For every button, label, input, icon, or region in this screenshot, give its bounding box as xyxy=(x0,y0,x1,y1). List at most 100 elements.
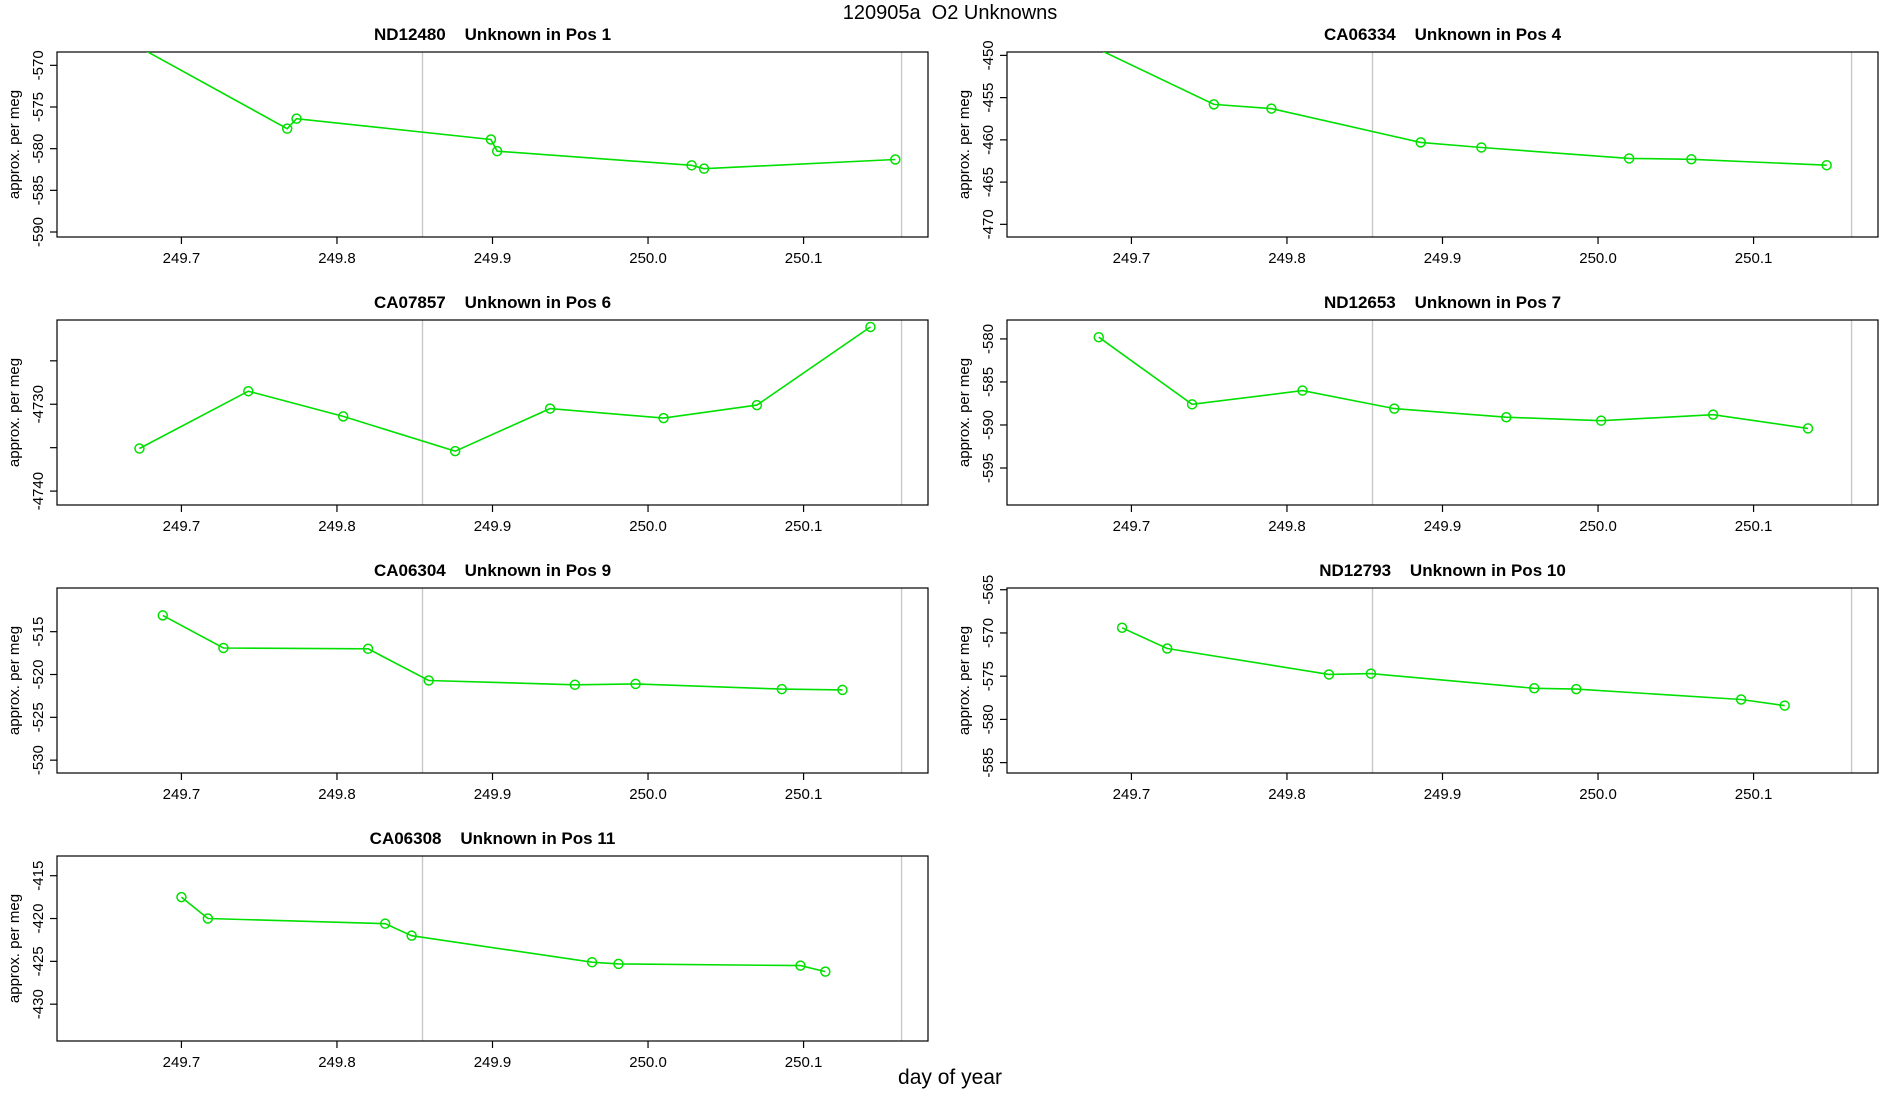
chart-title: CA06334 Unknown in Pos 4 xyxy=(1324,25,1562,44)
data-point xyxy=(698,163,710,174)
y-axis-label: approx. per meg xyxy=(956,626,973,735)
data-line xyxy=(162,614,843,691)
x-tick-label: 249.8 xyxy=(1268,518,1306,535)
chart-title: ND12793 Unknown in Pos 10 xyxy=(1319,561,1566,580)
data-point xyxy=(1686,154,1697,165)
y-tick-label: -460 xyxy=(980,125,997,155)
data-point xyxy=(1476,142,1487,153)
data-point xyxy=(1186,399,1198,410)
y-tick-label: -570 xyxy=(980,618,997,648)
data-point xyxy=(795,960,806,971)
data-point xyxy=(544,403,556,414)
x-tick-label: 249.8 xyxy=(318,250,356,267)
data-line xyxy=(1102,52,1827,166)
data-line xyxy=(1098,336,1809,430)
data-point xyxy=(1415,137,1426,148)
x-tick-label: 250.0 xyxy=(1579,786,1617,803)
y-tick-label: -530 xyxy=(30,745,47,775)
y-axis-label: approx. per meg xyxy=(6,358,23,467)
data-point xyxy=(1365,668,1377,679)
data-point xyxy=(115,32,124,41)
x-tick-label: 250.1 xyxy=(1735,786,1773,803)
data-line xyxy=(139,326,871,453)
y-tick-label: -520 xyxy=(30,659,47,689)
data-point xyxy=(243,385,254,397)
y-tick-label: -465 xyxy=(980,167,997,197)
x-tick-label: 249.9 xyxy=(474,1054,512,1071)
x-tick-label: 249.9 xyxy=(474,250,512,267)
data-point xyxy=(134,443,145,454)
chart-svg-ND12793: ND12793 Unknown in Pos 10 249.7 249.8 249.9… xyxy=(956,561,1879,803)
y-tick-label: -4740 xyxy=(30,472,47,510)
chart-svg-ND12653: ND12653 Unknown in Pos 7 249.7 249.8 249.9 2… xyxy=(956,293,1879,535)
data-series xyxy=(1093,331,1814,434)
x-tick-label: 249.8 xyxy=(318,786,356,803)
data-point xyxy=(1208,99,1220,110)
y-tick-label: -415 xyxy=(30,861,47,891)
subplot-ND12793: ND12793 Unknown in Pos 10 249.7 249.8 249.9… xyxy=(950,536,1900,804)
data-series xyxy=(1116,622,1790,711)
data-point xyxy=(1595,415,1607,426)
x-tick-label: 250.1 xyxy=(1735,250,1773,267)
y-tick-label: -585 xyxy=(980,748,997,778)
y-axis-label: approx. per meg xyxy=(6,90,23,199)
subplot-CA06308: CA06308 Unknown in Pos 11 249.7 249.8 249.9… xyxy=(0,804,950,1072)
x-tick-label: 249.8 xyxy=(1268,786,1306,803)
data-point xyxy=(751,399,763,411)
y-axis-label: approx. per meg xyxy=(6,894,23,1003)
x-tick-label: 250.0 xyxy=(629,518,667,535)
y-tick-label: -450 xyxy=(980,40,997,70)
y-tick-label: -515 xyxy=(30,617,47,647)
y-tick-label: -455 xyxy=(980,83,997,113)
data-point xyxy=(586,956,598,968)
subplot-CA06304: CA06304 Unknown in Pos 9 249.7 249.8 249.9 2… xyxy=(0,536,950,804)
x-tick-label: 250.1 xyxy=(785,518,823,535)
x-tick-label: 250.0 xyxy=(1579,250,1617,267)
y-axis-label: approx. per meg xyxy=(956,90,973,199)
y-tick-label: -585 xyxy=(980,367,997,397)
data-point xyxy=(686,160,697,171)
data-point xyxy=(218,642,229,654)
data-series xyxy=(157,610,848,696)
y-tick-label: -580 xyxy=(30,134,47,164)
chart-svg-ND12480: ND12480 Unknown in Pos 1 249.7 249.8 249.9 2… xyxy=(6,25,929,267)
x-tick-label: 250.0 xyxy=(629,250,667,267)
subplot-CA06334: CA06334 Unknown in Pos 4 249.7 249.8 249.9 2… xyxy=(950,0,1900,268)
y-tick-label: -575 xyxy=(980,661,997,691)
y-tick-label: -585 xyxy=(30,175,47,205)
data-point xyxy=(1821,159,1832,171)
y-tick-label: -565 xyxy=(980,575,997,605)
subplot-ND12653: ND12653 Unknown in Pos 7 249.7 249.8 249.9 2… xyxy=(950,268,1900,536)
data-point xyxy=(890,154,901,165)
y-tick-label: -575 xyxy=(30,92,47,122)
data-point xyxy=(1080,38,1089,47)
x-tick-label: 250.0 xyxy=(629,786,667,803)
data-point xyxy=(202,913,214,924)
data-point xyxy=(1501,411,1512,423)
x-tick-label: 249.7 xyxy=(163,786,201,803)
data-point xyxy=(658,412,669,424)
data-point xyxy=(491,145,503,157)
data-line xyxy=(1121,627,1785,707)
x-tick-label: 249.8 xyxy=(318,1054,356,1071)
chart-title: CA07857 Unknown in Pos 6 xyxy=(374,293,611,312)
data-series xyxy=(115,32,901,174)
figure-title: 120905a O2 Unknowns xyxy=(842,2,1058,24)
x-tick-label: 249.7 xyxy=(163,518,201,535)
data-point xyxy=(569,679,581,691)
x-axis-title: day of year xyxy=(898,1066,1002,1089)
chart-svg-CA06304: CA06304 Unknown in Pos 9 249.7 249.8 249.9 2… xyxy=(6,561,929,803)
data-point xyxy=(1802,423,1814,434)
x-tick-label: 250.1 xyxy=(785,786,823,803)
data-point xyxy=(837,684,848,696)
plot-box xyxy=(56,587,929,774)
data-point xyxy=(776,683,788,695)
y-axis-label: approx. per meg xyxy=(6,626,23,735)
data-point xyxy=(865,321,876,333)
chart-svg-CA07857: CA07857 Unknown in Pos 6 249.7 249.8 249.9 2… xyxy=(6,293,929,535)
data-series xyxy=(134,321,876,457)
data-point xyxy=(1161,643,1173,654)
y-tick-label: -580 xyxy=(980,324,997,354)
chart-title: CA06304 Unknown in Pos 9 xyxy=(374,561,611,580)
